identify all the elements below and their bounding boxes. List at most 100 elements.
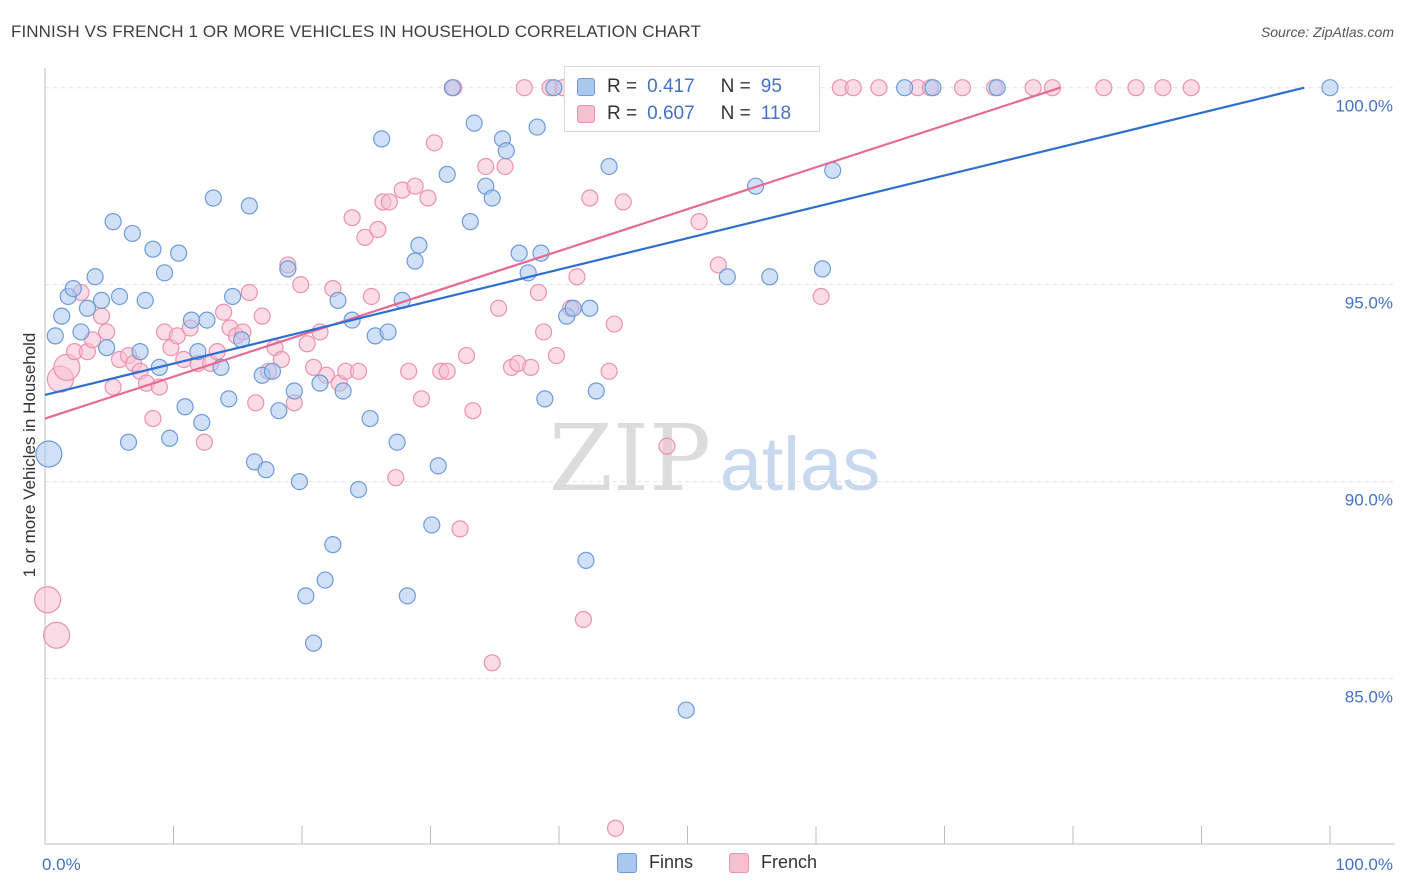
french-point	[168, 327, 186, 345]
french-point	[870, 79, 888, 97]
finns-n-value: 95	[760, 76, 782, 97]
french-point	[606, 819, 625, 837]
finns-point	[497, 142, 515, 160]
finns-point	[144, 240, 162, 258]
finns-point	[53, 307, 71, 325]
finns-point	[193, 413, 211, 432]
finns-point	[270, 402, 288, 420]
french-point	[1182, 79, 1200, 97]
finns-point	[483, 189, 501, 207]
finns-point	[465, 114, 483, 132]
french-r-value: 0.607	[647, 103, 695, 124]
finns-point	[316, 571, 334, 589]
finns-point	[536, 390, 554, 408]
finns-point	[161, 429, 179, 447]
finns-point	[677, 701, 695, 719]
french-point	[515, 79, 533, 97]
finns-point	[104, 213, 122, 231]
legend-item-french[interactable]: French	[729, 852, 817, 873]
french-point	[298, 335, 316, 353]
french-r-label: R =	[607, 103, 638, 124]
finns-point	[86, 268, 104, 286]
french-point	[247, 394, 265, 412]
french-point	[419, 189, 437, 207]
finns-point	[824, 161, 842, 180]
french-point	[387, 469, 405, 487]
legend-item-finns[interactable]: Finns	[617, 852, 693, 873]
finns-point	[410, 236, 428, 254]
finns-point	[349, 480, 368, 499]
french-point	[292, 276, 310, 294]
french-point	[92, 307, 111, 325]
finns-r-label: R =	[607, 76, 638, 97]
finns-point	[761, 268, 779, 286]
french-point	[380, 193, 398, 211]
french-point	[581, 189, 599, 207]
french-point	[490, 299, 508, 317]
french-point	[690, 213, 708, 231]
finns-point	[398, 587, 416, 605]
french-point	[253, 307, 271, 325]
french-point	[400, 362, 418, 380]
finns-point	[461, 213, 479, 231]
french-point	[483, 654, 501, 672]
finns-point	[304, 634, 323, 652]
french-point	[98, 323, 116, 341]
finns-point	[379, 323, 397, 341]
french-trend-line	[44, 86, 1061, 420]
french-point	[343, 209, 361, 227]
french-point	[529, 283, 548, 302]
finns-point	[1321, 79, 1339, 97]
french-n-value: 118	[760, 103, 792, 124]
french-point	[42, 621, 71, 649]
grid-layer	[45, 87, 1395, 680]
finns-point	[988, 79, 1006, 97]
finns-point	[155, 264, 174, 282]
finns-point	[224, 287, 242, 306]
french-point	[406, 177, 424, 195]
finns-point	[204, 189, 222, 207]
finns-point	[257, 461, 275, 479]
french-point	[104, 378, 122, 396]
finns-point	[924, 79, 942, 97]
french-legend-label: French	[761, 852, 818, 872]
finns-point	[297, 587, 315, 605]
y-tick-label: 85.0%	[1345, 688, 1393, 707]
french-point	[144, 409, 162, 428]
finns-point	[35, 440, 63, 468]
finns-point	[78, 299, 97, 317]
finns-point	[136, 291, 154, 310]
french-swatch	[577, 105, 595, 123]
chart-source: Source: ZipAtlas.com	[1260, 24, 1394, 40]
trend-layer	[44, 86, 1305, 420]
correlation-legend: R = 0.417 N = 95 R = 0.607 N = 118	[564, 66, 820, 132]
finns-point	[373, 130, 391, 148]
french-point	[195, 433, 213, 451]
finns-point	[110, 287, 129, 306]
french-point	[600, 362, 618, 380]
french-point	[614, 193, 632, 211]
finns-point	[361, 409, 379, 428]
french-point	[412, 390, 431, 408]
french-point	[953, 79, 972, 97]
french-point	[349, 362, 368, 380]
french-point	[658, 437, 676, 455]
chart-title: FINNISH VS FRENCH 1 OR MORE VEHICLES IN …	[11, 22, 701, 41]
french-point	[362, 287, 380, 306]
french-point	[812, 287, 830, 306]
french-point	[547, 346, 566, 365]
watermark: ZIP atlas	[549, 405, 880, 512]
french-point	[304, 358, 323, 376]
y-tick-label: 95.0%	[1345, 294, 1393, 313]
finns-point	[123, 224, 141, 243]
finns-point	[64, 279, 82, 298]
finns-point	[220, 390, 238, 408]
finns-trend-line	[44, 86, 1305, 397]
finns-n-label: N =	[720, 76, 751, 97]
finns-point	[92, 291, 111, 310]
finns-point	[443, 79, 461, 97]
french-point	[240, 283, 258, 302]
finns-swatch	[577, 78, 595, 96]
french-point	[1127, 79, 1145, 97]
finns-point	[46, 327, 64, 345]
